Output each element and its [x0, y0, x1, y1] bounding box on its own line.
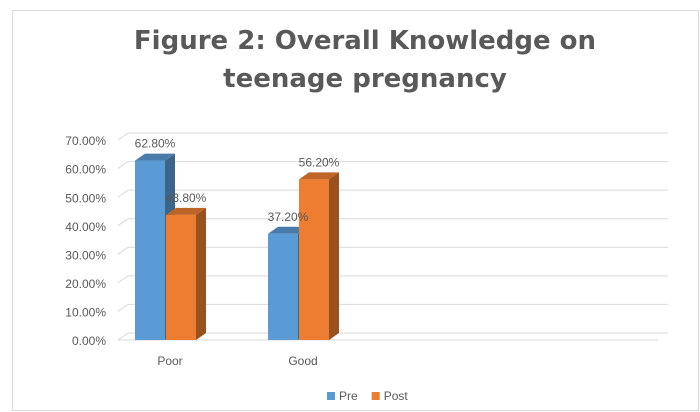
y-tick-label: 20.00% — [65, 277, 106, 291]
bar-side — [329, 172, 339, 340]
legend-label: Pre — [339, 389, 358, 403]
y-tick-label: 30.00% — [65, 248, 106, 262]
y-tick-label: 60.00% — [65, 163, 106, 177]
bar-top — [135, 153, 175, 161]
bar-top — [299, 172, 339, 180]
bar-top — [268, 226, 308, 234]
chart-title: Figure 2: Overall Knowledge on teenage p… — [133, 26, 597, 94]
bar — [166, 214, 196, 340]
data-label: 37.20% — [268, 210, 309, 224]
chart-border — [12, 10, 699, 411]
y-tick-label: 40.00% — [65, 220, 106, 234]
bar — [299, 179, 329, 340]
data-label: 62.80% — [135, 137, 176, 151]
y-tick-label: 50.00% — [65, 191, 106, 205]
bar — [135, 160, 165, 340]
x-tick-label: Poor — [157, 354, 182, 368]
grid-line-side — [117, 132, 129, 141]
y-tick-label: 0.00% — [72, 334, 106, 348]
grid-line-side — [117, 218, 129, 227]
grid-line-side — [117, 161, 129, 169]
x-tick-label: Good — [288, 354, 317, 368]
grid-line-side — [117, 189, 129, 198]
data-label: 56.20% — [299, 156, 340, 170]
grid-line-side — [117, 246, 129, 255]
bar-top — [166, 207, 206, 215]
legend-swatch — [371, 392, 380, 400]
legend-swatch — [327, 392, 335, 400]
bar — [268, 233, 298, 340]
grid-line-side — [117, 332, 129, 341]
legend-label: Post — [384, 389, 409, 403]
y-tick-label: 10.00% — [65, 306, 106, 320]
data-label: 43.80% — [166, 191, 207, 205]
y-tick-label: 70.00% — [65, 134, 106, 148]
bar-side — [196, 207, 206, 340]
grid-line-side — [117, 304, 129, 312]
grid-line-side — [117, 275, 129, 284]
